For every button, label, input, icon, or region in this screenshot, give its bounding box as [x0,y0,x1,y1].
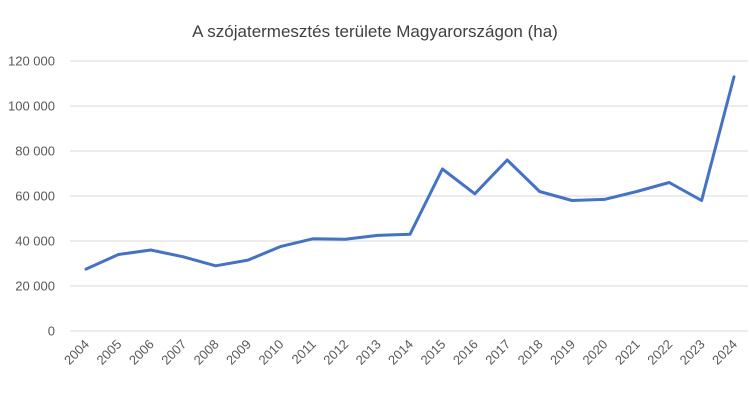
x-tick-label: 2013 [353,337,384,368]
y-tick-label: 120 000 [8,54,55,69]
x-tick-label: 2023 [677,337,708,368]
y-tick-label: 0 [48,324,55,339]
x-tick-label: 2006 [126,337,157,368]
x-tick-label: 2014 [385,337,416,368]
x-axis-ticks: 2004 2005 2006 2007 2008 2009 2010 2011 2012 2013… [61,337,740,368]
y-tick-label: 40 000 [15,234,55,249]
x-tick-label: 2011 [289,337,319,367]
y-tick-label: 80 000 [15,144,55,159]
x-tick-label: 2017 [482,337,513,368]
series-line [84,75,736,271]
x-tick-label: 2005 [93,337,124,368]
x-tick-label: 2016 [450,337,481,368]
x-tick-label: 2009 [223,337,254,368]
x-tick-label: 2020 [579,337,610,368]
x-tick-label: 2021 [612,337,643,368]
x-tick-label: 2019 [547,337,578,368]
y-tick-label: 100 000 [8,99,55,114]
y-tick-label: 60 000 [15,189,55,204]
x-tick-label: 2007 [158,337,189,368]
x-tick-label: 2004 [61,337,92,368]
x-tick-label: 2024 [709,337,740,368]
gridlines [70,60,748,332]
x-tick-label: 2012 [320,337,351,368]
x-tick-label: 2015 [417,337,448,368]
y-tick-label: 20 000 [15,279,55,294]
y-axis-ticks: 0 20 000 40 000 60 000 80 000 100 000 120 000 [8,54,55,339]
x-tick-label: 2018 [515,337,546,368]
x-tick-label: 2008 [191,337,222,368]
chart-title: A szójatermesztés területe Magyarországo… [192,22,558,41]
series-layer [84,75,736,271]
x-tick-label: 2010 [255,337,286,368]
x-tick-label: 2022 [644,337,675,368]
